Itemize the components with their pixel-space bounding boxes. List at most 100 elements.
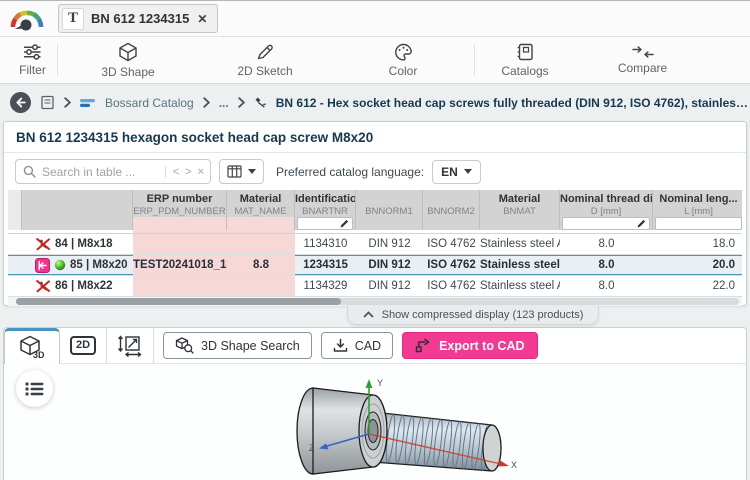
horizontal-scrollbar[interactable] <box>16 298 739 305</box>
compare-arrows-icon <box>631 45 654 58</box>
screw-3d-model[interactable]: Y X Z <box>285 376 520 480</box>
breadcrumb-ellipsis[interactable]: ... <box>218 95 229 110</box>
length-cell[interactable]: 20.0 <box>712 259 735 271</box>
table-row-selected[interactable]: 85 | M8x20 TEST20241018_13 8.8 1234315 D… <box>8 255 742 276</box>
catalog-home-icon[interactable] <box>40 95 55 110</box>
material-cell[interactable] <box>227 234 295 254</box>
bnnorm1-cell[interactable]: DIN 912 <box>368 280 411 292</box>
material-cell[interactable]: 8.8 <box>227 255 295 275</box>
search-clear-icon[interactable]: × <box>197 165 204 178</box>
color-button[interactable]: Color <box>332 37 474 83</box>
language-select[interactable]: EN <box>432 159 481 184</box>
table-row[interactable]: 86 | M8x22 1134329 DIN 912 ISO 4762 Stai… <box>8 276 742 297</box>
compressed-display-toggle[interactable]: Show compressed display (123 products) <box>347 305 599 325</box>
row-label-cell[interactable]: 85 | M8x20 <box>22 255 133 275</box>
header-thread-diameter[interactable]: Nominal thread diam...D [mm] <box>560 190 653 230</box>
3d-shape-button[interactable]: 3D Shape <box>58 37 198 83</box>
filter-button[interactable]: Filter <box>8 37 57 83</box>
bnnorm1-cell[interactable]: DIN 912 <box>368 259 411 271</box>
2d-sketch-button[interactable]: 2D Sketch <box>198 37 332 83</box>
document-tab-bar: T BN 612 1234315 ✕ <box>0 0 750 37</box>
row-handle[interactable] <box>8 276 22 296</box>
3d-viewport[interactable]: Y X Z <box>4 364 746 480</box>
axis-z-label: Z <box>309 443 315 453</box>
bnnorm2-cell[interactable]: ISO 4762 <box>427 238 476 250</box>
search-input[interactable] <box>42 164 159 179</box>
bnnorm1-cell[interactable]: DIN 912 <box>368 238 411 250</box>
document-tab[interactable]: T BN 612 1234315 ✕ <box>58 4 219 33</box>
dimensions-icon <box>117 334 144 357</box>
diameter-cell[interactable]: 8.0 <box>598 238 615 250</box>
compressed-display-label: Show compressed display (123 products) <box>381 308 584 321</box>
cube-icon <box>118 42 138 62</box>
3d-shape-search-label: 3D Shape Search <box>201 338 300 353</box>
scrollbar-thumb[interactable] <box>16 298 342 305</box>
compare-button[interactable]: Compare <box>575 37 710 83</box>
identification-filter-input[interactable] <box>297 217 353 230</box>
viewport-menu-button[interactable] <box>16 370 53 407</box>
search-prev-icon[interactable]: < <box>172 165 180 178</box>
export-icon <box>415 338 431 353</box>
length-cell[interactable]: 18.0 <box>712 238 735 250</box>
identification-cell[interactable]: 1134329 <box>303 280 348 292</box>
edit-pencil-icon <box>637 219 646 228</box>
export-to-cad-button[interactable]: Export to CAD <box>402 332 538 359</box>
length-filter-input[interactable] <box>655 217 742 230</box>
header-bnnorm1[interactable]: BNNORM1 <box>356 190 423 230</box>
pencil-icon <box>256 43 275 61</box>
part-type-icon: T <box>62 7 84 30</box>
bnnorm2-cell[interactable]: ISO 4762 <box>427 259 476 271</box>
excluded-icon <box>35 279 51 293</box>
header-row-label[interactable] <box>22 190 133 230</box>
close-tab-icon[interactable]: ✕ <box>197 11 208 26</box>
bnmat-cell[interactable]: Stainless steel A4 <box>480 280 560 292</box>
diameter-filter-input[interactable] <box>562 217 650 230</box>
erp-cell[interactable] <box>133 234 227 254</box>
row-handle[interactable] <box>8 234 22 254</box>
tab-2d-view[interactable]: 2D <box>60 328 107 364</box>
catalogs-label: Catalogs <box>501 63 549 78</box>
material-cell[interactable] <box>227 276 295 296</box>
header-nominal-length[interactable]: Nominal leng... L [mm] <box>653 190 742 230</box>
diameter-cell[interactable]: 8.0 <box>598 259 615 271</box>
header-bnmat[interactable]: Material BNMAT <box>480 190 560 230</box>
edit-pencil-icon <box>340 219 349 228</box>
header-bnnorm2[interactable]: BNNORM2 <box>423 190 480 230</box>
palette-icon <box>394 43 413 61</box>
bnmat-cell[interactable]: Stainless steel A4 <box>480 259 560 271</box>
header-material-name[interactable]: Material MAT_NAME <box>227 190 295 230</box>
bnnorm2-cell[interactable]: ISO 4762 <box>427 280 476 292</box>
breadcrumb-catalog[interactable]: Bossard Catalog <box>105 95 194 110</box>
search-next-icon[interactable]: > <box>185 165 192 178</box>
row-label-cell[interactable]: 84 | M8x18 <box>22 234 133 254</box>
identification-cell[interactable]: 1234315 <box>303 259 348 271</box>
row-label-cell[interactable]: 86 | M8x22 <box>22 276 133 296</box>
download-icon <box>333 338 348 353</box>
shape-search-icon <box>175 337 194 354</box>
language-value: EN <box>441 164 458 179</box>
column-settings-button[interactable] <box>219 159 264 184</box>
3d-shape-search-button[interactable]: 3D Shape Search <box>163 332 312 359</box>
length-cell[interactable]: 22.0 <box>712 280 735 292</box>
tab-3d-view[interactable]: 3D <box>4 328 60 365</box>
bnmat-cell[interactable]: Stainless steel A4 <box>480 238 560 250</box>
row-handle[interactable] <box>8 255 22 275</box>
gauge-icon <box>9 6 45 31</box>
excluded-icon <box>35 237 51 251</box>
cad-download-button[interactable]: CAD <box>320 332 394 359</box>
back-button[interactable] <box>10 92 31 113</box>
list-icon <box>25 381 44 397</box>
tab-dimensions[interactable] <box>107 328 154 364</box>
axis-y-label: Y <box>377 378 383 388</box>
erp-cell[interactable]: TEST20241018_13 <box>133 255 227 275</box>
erp-cell[interactable] <box>133 276 227 296</box>
header-identification[interactable]: IdentificationBNARTNR <box>295 190 356 230</box>
diameter-cell[interactable]: 8.0 <box>598 280 615 292</box>
catalogs-button[interactable]: Catalogs <box>475 37 575 83</box>
preview-panel: 3D 2D <box>3 327 747 480</box>
identification-cell[interactable]: 1134310 <box>303 238 348 250</box>
tab-2d-label: 2D <box>69 336 97 355</box>
header-erp-number[interactable]: ERP number ERP_PDM_NUMBER <box>133 190 227 230</box>
table-row[interactable]: 84 | M8x18 1134310 DIN 912 ISO 4762 Stai… <box>8 234 742 255</box>
product-table: ERP number ERP_PDM_NUMBER Material MAT_NAM… <box>8 190 742 306</box>
